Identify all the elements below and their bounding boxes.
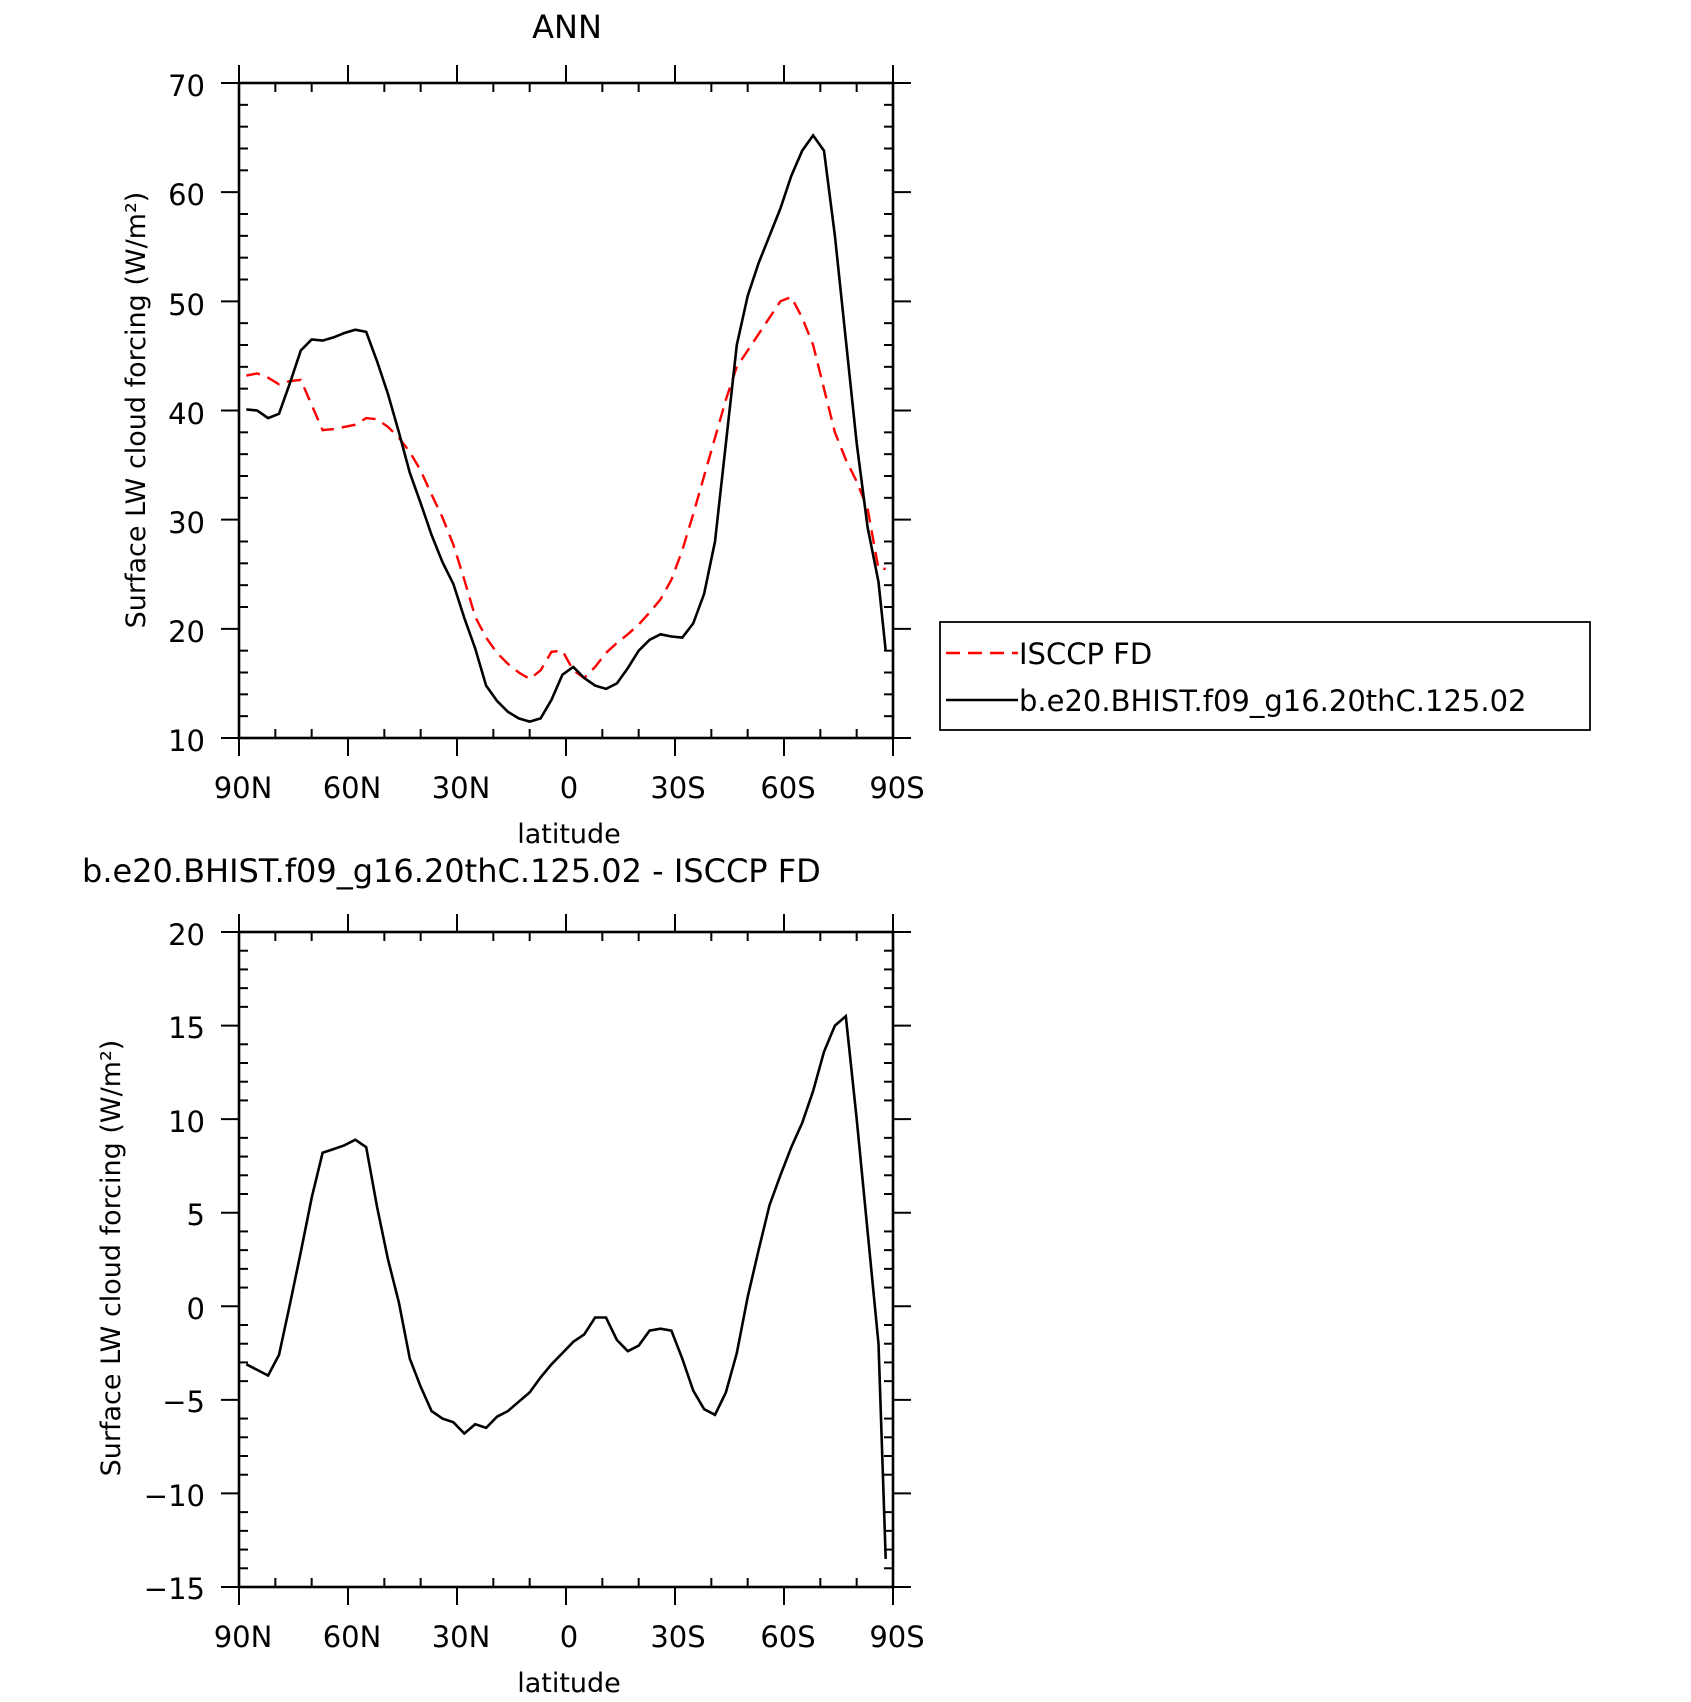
bottom-xtick-60n: 60N bbox=[323, 1620, 382, 1654]
bottom-y-axis-label: Surface LW cloud forcing (W/m²) bbox=[96, 1040, 127, 1477]
top-ytick-70: 70 bbox=[168, 69, 205, 103]
top-plot-frame bbox=[237, 81, 895, 740]
top-xtick-30n: 30N bbox=[432, 771, 491, 805]
top-xtick-60n: 60N bbox=[323, 771, 382, 805]
top-ytick-20: 20 bbox=[168, 615, 205, 649]
legend-label-isccp-fd: ISCCP FD bbox=[1019, 637, 1152, 671]
top-ytick-10: 10 bbox=[168, 724, 205, 758]
top-y-axis-label: Surface LW cloud forcing (W/m²) bbox=[121, 192, 152, 629]
bottom-xtick-60s: 60S bbox=[760, 1620, 815, 1654]
top-ytick-30: 30 bbox=[168, 506, 205, 540]
top-ytick-60: 60 bbox=[168, 178, 205, 212]
top-ytick-50: 50 bbox=[168, 288, 205, 322]
bottom-series-difference-line bbox=[245, 1013, 887, 1559]
top-ytick-40: 40 bbox=[168, 397, 205, 431]
legend-label-model: b.e20.BHIST.f09_g16.20thC.125.02 bbox=[1019, 684, 1526, 718]
legend-box bbox=[939, 621, 1591, 731]
top-axis-ticks bbox=[221, 65, 911, 756]
bottom-axis-ticks bbox=[221, 914, 911, 1605]
top-plot-lines bbox=[246, 133, 887, 723]
bottom-xtick-90s: 90S bbox=[869, 1620, 924, 1654]
bottom-xtick-0: 0 bbox=[560, 1620, 578, 1654]
bottom-chart-title: b.e20.BHIST.f09_g16.20thC.125.02 - ISCCP… bbox=[82, 852, 821, 890]
bottom-panel: b.e20.BHIST.f09_g16.20thC.125.02 - ISCCP… bbox=[82, 852, 925, 1699]
bottom-plot-frame bbox=[237, 930, 895, 1589]
top-series-isccp-fd-line bbox=[246, 295, 886, 681]
top-panel: ANN 70 60 50 40 30 20 10 90N 60N 30N 0 3… bbox=[121, 8, 1591, 850]
bottom-ytick-minus-5: −5 bbox=[162, 1385, 205, 1419]
top-series-model-line bbox=[246, 133, 887, 723]
top-legend: ISCCP FD b.e20.BHIST.f09_g16.20thC.125.0… bbox=[939, 621, 1591, 731]
bottom-ytick-5: 5 bbox=[187, 1198, 205, 1232]
bottom-plot-lines bbox=[245, 1013, 887, 1559]
bottom-xtick-30s: 30S bbox=[650, 1620, 705, 1654]
top-xtick-0: 0 bbox=[560, 771, 578, 805]
bottom-ytick-minus-15: −15 bbox=[144, 1572, 205, 1606]
bottom-xtick-30n: 30N bbox=[432, 1620, 491, 1654]
top-chart-title: ANN bbox=[532, 8, 602, 46]
bottom-ytick-15: 15 bbox=[168, 1011, 205, 1045]
top-xtick-90s: 90S bbox=[869, 771, 924, 805]
bottom-ytick-20: 20 bbox=[168, 918, 205, 952]
bottom-xtick-90n: 90N bbox=[214, 1620, 273, 1654]
top-xtick-60s: 60S bbox=[760, 771, 815, 805]
bottom-x-axis-label: latitude bbox=[517, 1668, 621, 1699]
top-x-axis-label: latitude bbox=[517, 819, 621, 850]
bottom-ytick-0: 0 bbox=[187, 1292, 205, 1326]
top-xtick-90n: 90N bbox=[214, 771, 273, 805]
bottom-ytick-minus-10: −10 bbox=[144, 1479, 205, 1513]
bottom-ytick-10: 10 bbox=[168, 1105, 205, 1139]
top-xtick-30s: 30S bbox=[650, 771, 705, 805]
